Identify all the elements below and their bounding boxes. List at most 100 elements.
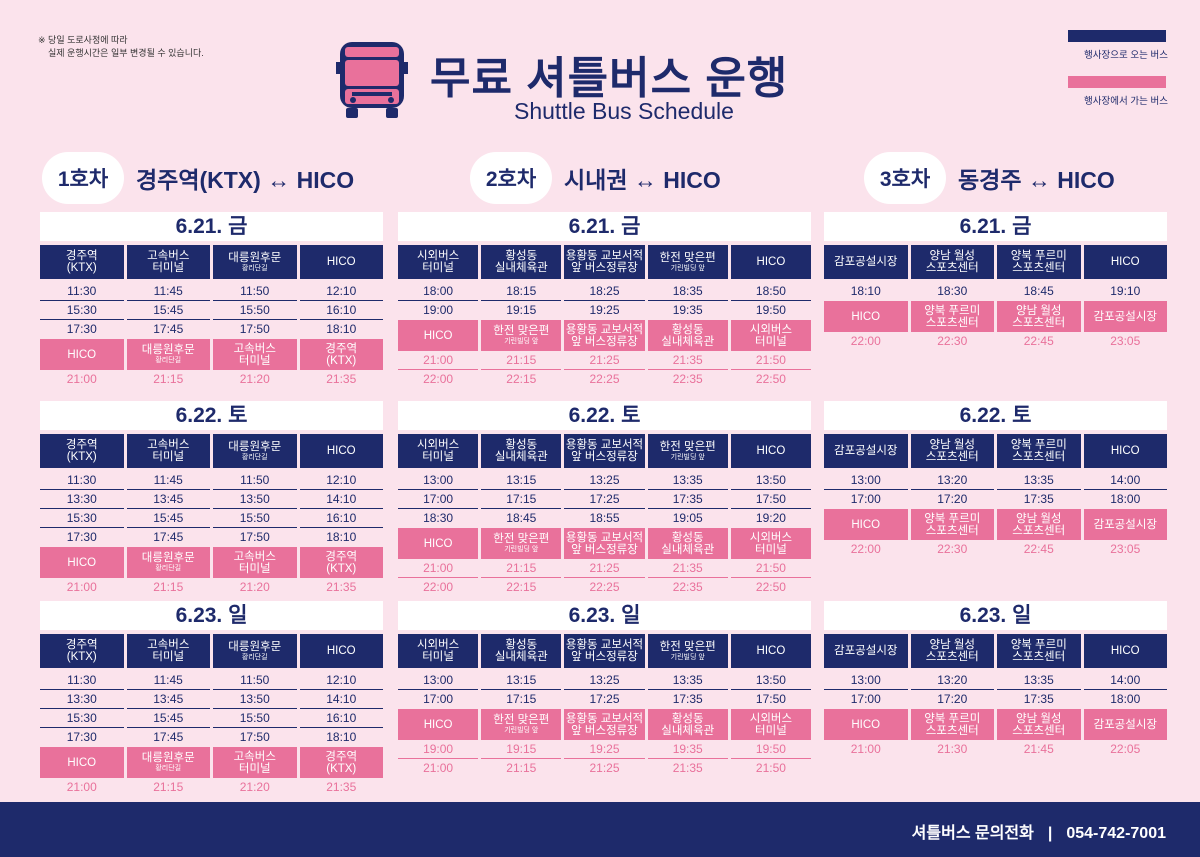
stop-header: HICO — [824, 709, 908, 740]
time-cell: 13:45 — [126, 490, 210, 509]
time-cell: 21:15 — [153, 372, 184, 386]
stop-header-line: 스포츠센터 — [925, 451, 979, 463]
time-cell: 22:25 — [589, 580, 620, 594]
stop-header-line: 터미널 — [152, 451, 185, 463]
time-cell: 18:00 — [1110, 692, 1141, 706]
time-cell: 17:30 — [66, 730, 97, 744]
stop-header: 용황동 교보서적 앞 버스정류장 — [564, 245, 645, 279]
time-cell: 11:50 — [213, 282, 297, 301]
time-cell: 21:25 — [564, 559, 645, 578]
route-name: 경주역(KTX) ↔ HICO — [136, 167, 355, 193]
stop-header-line: 시외버스 — [749, 712, 793, 725]
route-header-3: 3호차 동경주 ↔ HICO — [864, 152, 1115, 204]
return-times: 21:00 21:30 21:45 22:05 — [824, 740, 1167, 759]
stop-header-line: 앞 버스정류장 — [571, 724, 638, 737]
stop-header: 황성동 실내체육관 — [647, 528, 728, 559]
stop-header-line: 실내체육관 — [661, 543, 715, 556]
schedule-date: 6.23. 일 — [824, 601, 1167, 630]
stop-header-line: 대릉원후문 — [228, 640, 282, 653]
stop-header-line: 고속버스 — [147, 250, 190, 262]
time-cell: 12:10 — [299, 471, 383, 490]
stop-header: 감포공설시장 — [824, 434, 908, 468]
time-cell: 15:45 — [126, 509, 210, 528]
time-cell: 11:50 — [213, 671, 297, 690]
table-row: 15:30 15:45 15:50 16:10 — [40, 709, 383, 728]
time-cell: 16:10 — [299, 509, 383, 528]
stop-header-line: 앞 버스정류장 — [571, 335, 638, 348]
stop-header: 감포공설시장 — [824, 245, 908, 279]
stop-header: HICO — [730, 434, 812, 468]
stop-header-line: 경주역 — [325, 750, 358, 763]
stop-header-line: 터미널 — [238, 354, 271, 367]
stop-header-line: HICO — [423, 537, 453, 550]
time-cell: 22:35 — [672, 580, 703, 594]
table-row: 11:30 11:45 11:50 12:10 — [40, 282, 383, 301]
stop-header-note: 황리단길 — [241, 653, 268, 661]
stop-header: 양북 푸르미 스포츠센터 — [910, 509, 994, 540]
time-cell: 18:45 — [1023, 284, 1054, 298]
time-cell: 17:30 — [66, 322, 97, 336]
time-cell: 22:45 — [1023, 334, 1054, 348]
stop-header: HICO — [730, 245, 812, 279]
stop-header-line: 용황동 교보서적 — [565, 250, 644, 262]
time-cell: 18:45 — [506, 511, 537, 525]
time-cell: 15:45 — [126, 709, 210, 728]
stop-header: 경주역 (KTX) — [40, 434, 124, 468]
table-row: 21:00 21:30 21:45 22:05 — [824, 740, 1167, 759]
outbound-times: 11:30 11:45 11:50 12:10 15:30 15:45 15:50 16:10… — [40, 282, 383, 339]
time-cell: 21:20 — [239, 580, 270, 594]
stop-header-line: 앞 버스정류장 — [571, 451, 638, 463]
stop-header: 한전 맞은편 기린빌딩 앞 — [647, 434, 728, 468]
stop-header: 양남 월성 스포츠센터 — [997, 509, 1081, 540]
table-row: 17:30 17:45 17:50 18:10 — [40, 320, 383, 339]
stop-header-line: (KTX) — [66, 651, 97, 663]
stop-header-note: 기린빌딩 앞 — [670, 453, 705, 461]
notice-line-2: 실제 운행시간은 일부 변경될 수 있습니다. — [48, 48, 204, 58]
time-cell: 18:30 — [937, 284, 968, 298]
time-cell: 19:20 — [755, 511, 786, 525]
time-cell: 21:30 — [937, 742, 968, 756]
stop-header-line: 대릉원후문 — [228, 440, 282, 453]
time-cell: 17:35 — [1023, 492, 1054, 506]
stop-header: 양남 월성 스포츠센터 — [910, 434, 994, 468]
table-row: 17:00 17:20 17:35 18:00 — [824, 690, 1167, 709]
stop-header: 양북 푸르미 스포츠센터 — [997, 634, 1081, 668]
stop-header: 시외버스 터미널 — [730, 709, 812, 740]
table-row: 22:00 22:30 22:45 23:05 — [824, 332, 1167, 351]
stop-header-line: 고속버스 — [233, 750, 276, 763]
stop-header: 시외버스 터미널 — [398, 634, 479, 668]
stop-header: 용황동 교보서적 앞 버스정류장 — [564, 709, 645, 740]
stop-header-line: 한전 맞은편 — [659, 640, 716, 653]
stop-header: 용황동 교보서적 앞 버스정류장 — [564, 434, 645, 468]
stop-header-line: 시외버스 — [749, 531, 793, 544]
schedule-date: 6.21. 금 — [398, 212, 811, 241]
stop-header: 양북 푸르미 스포츠센터 — [910, 301, 994, 332]
time-cell: 21:00 — [398, 559, 479, 578]
table-row: 21:00 21:15 21:20 21:35 — [40, 578, 383, 597]
time-cell: 17:30 — [66, 530, 97, 544]
time-cell: 17:35 — [647, 490, 728, 509]
outbound-header-row: 경주역 (KTX) 고속버스 터미널 대릉원후문 황리단길 HICO — [40, 245, 383, 279]
stop-header: 양남 월성 스포츠센터 — [910, 245, 994, 279]
time-cell: 16:10 — [299, 709, 383, 728]
stop-header-line: 황성동 — [505, 250, 538, 262]
stop-header: 한전 맞은편 기린빌딩 앞 — [481, 709, 562, 740]
time-cell: 17:00 — [850, 492, 881, 506]
return-header-row: HICO 한전 맞은편 기린빌딩 앞 용황동 교보서적 앞 버스정류장 황성동 실내체육관 시… — [398, 528, 812, 559]
stop-header: 경주역 (KTX) — [299, 547, 383, 578]
stop-header-line: 한전 맞은편 — [493, 325, 550, 337]
schedule-date: 6.22. 토 — [398, 401, 811, 430]
time-cell: 18:35 — [647, 282, 728, 301]
return-header-row: HICO 대릉원후문 황리단길 고속버스 터미널 경주역 (KTX) — [40, 747, 383, 778]
stop-header-line: 스포츠센터 — [925, 724, 979, 737]
outbound-header-row: 경주역 (KTX) 고속버스 터미널 대릉원후문 황리단길 HICO — [40, 434, 383, 468]
schedule-block: 6.21. 금 경주역 (KTX) 고속버스 터미널 대릉원후문 황리단길 HICO 11:30… — [40, 212, 383, 389]
stop-header: HICO — [299, 434, 383, 468]
time-cell: 17:35 — [672, 692, 703, 706]
time-cell: 11:45 — [126, 282, 210, 301]
time-cell: 22:30 — [937, 334, 968, 348]
stop-header: 대릉원후문 황리단길 — [213, 434, 297, 468]
return-times: 21:00 21:15 21:20 21:35 — [40, 578, 383, 597]
stop-header: 시외버스 터미널 — [730, 320, 812, 351]
time-cell: 17:45 — [153, 530, 184, 544]
